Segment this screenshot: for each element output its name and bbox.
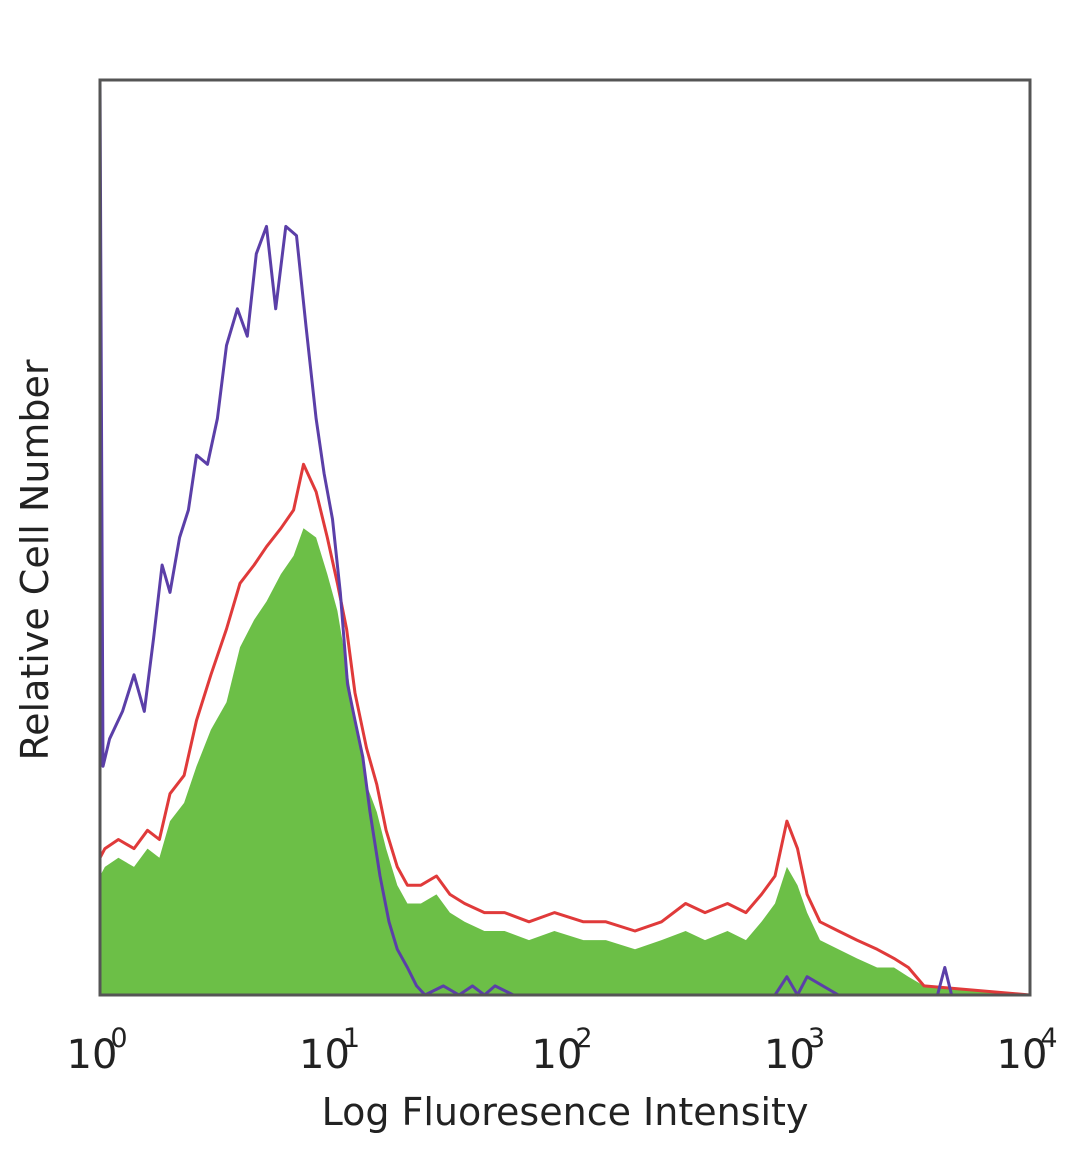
y-axis-title: Relative Cell Number [13,359,57,760]
svg-text:10: 10 [997,1032,1048,1078]
series-1-area [100,528,1030,995]
svg-text:10: 10 [299,1032,350,1078]
plot-frame [98,78,1032,997]
x-axis-title: Log Fluoresence Intensity [322,1090,809,1134]
svg-text:1: 1 [343,1023,360,1054]
x-tick-label: 103 [764,1023,825,1078]
x-tick-label: 104 [997,1023,1058,1078]
svg-text:10: 10 [532,1032,583,1078]
series-2-line [98,462,1031,997]
svg-text:0: 0 [110,1023,127,1054]
svg-text:10: 10 [67,1032,118,1078]
x-tick-labels: 100 101 102 103 104 [67,1023,1058,1078]
svg-text:4: 4 [1040,1023,1057,1054]
x-tick-label: 100 [67,1023,128,1078]
svg-text:10: 10 [764,1032,815,1078]
x-tick-label: 101 [299,1023,360,1078]
series-layer [98,79,1031,997]
svg-text:3: 3 [808,1023,825,1054]
svg-text:2: 2 [575,1023,592,1054]
x-tick-label: 102 [532,1023,593,1078]
